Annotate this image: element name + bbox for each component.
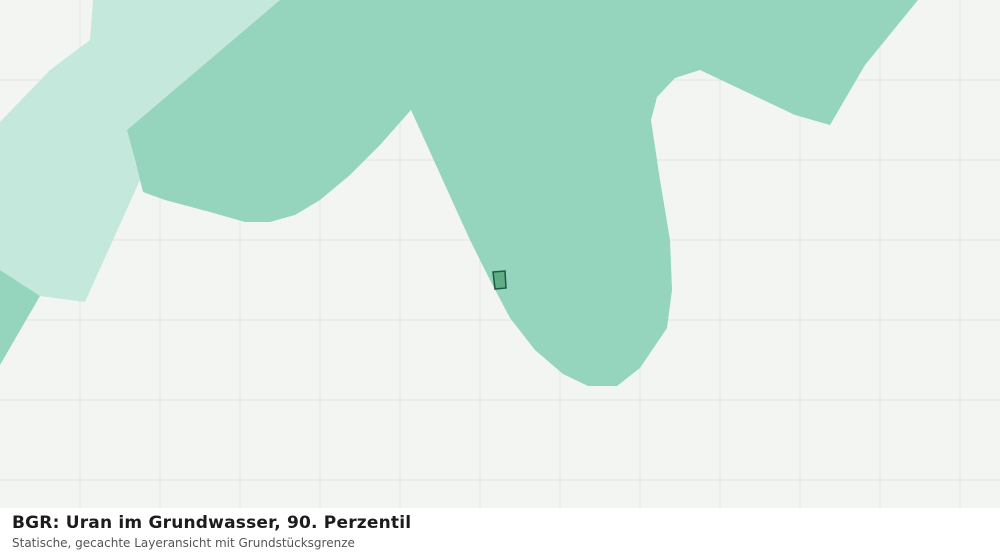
- map-title: BGR: Uran im Grundwasser, 90. Perzentil: [12, 513, 412, 533]
- light-zone: [0, 0, 280, 302]
- map: [0, 0, 1000, 508]
- dark-zone: [127, 0, 918, 386]
- dark-zone: [0, 270, 40, 365]
- map-subtitle: Statische, gecachte Layeransicht mit Gru…: [12, 536, 355, 550]
- parcel-boundary: [492, 270, 507, 290]
